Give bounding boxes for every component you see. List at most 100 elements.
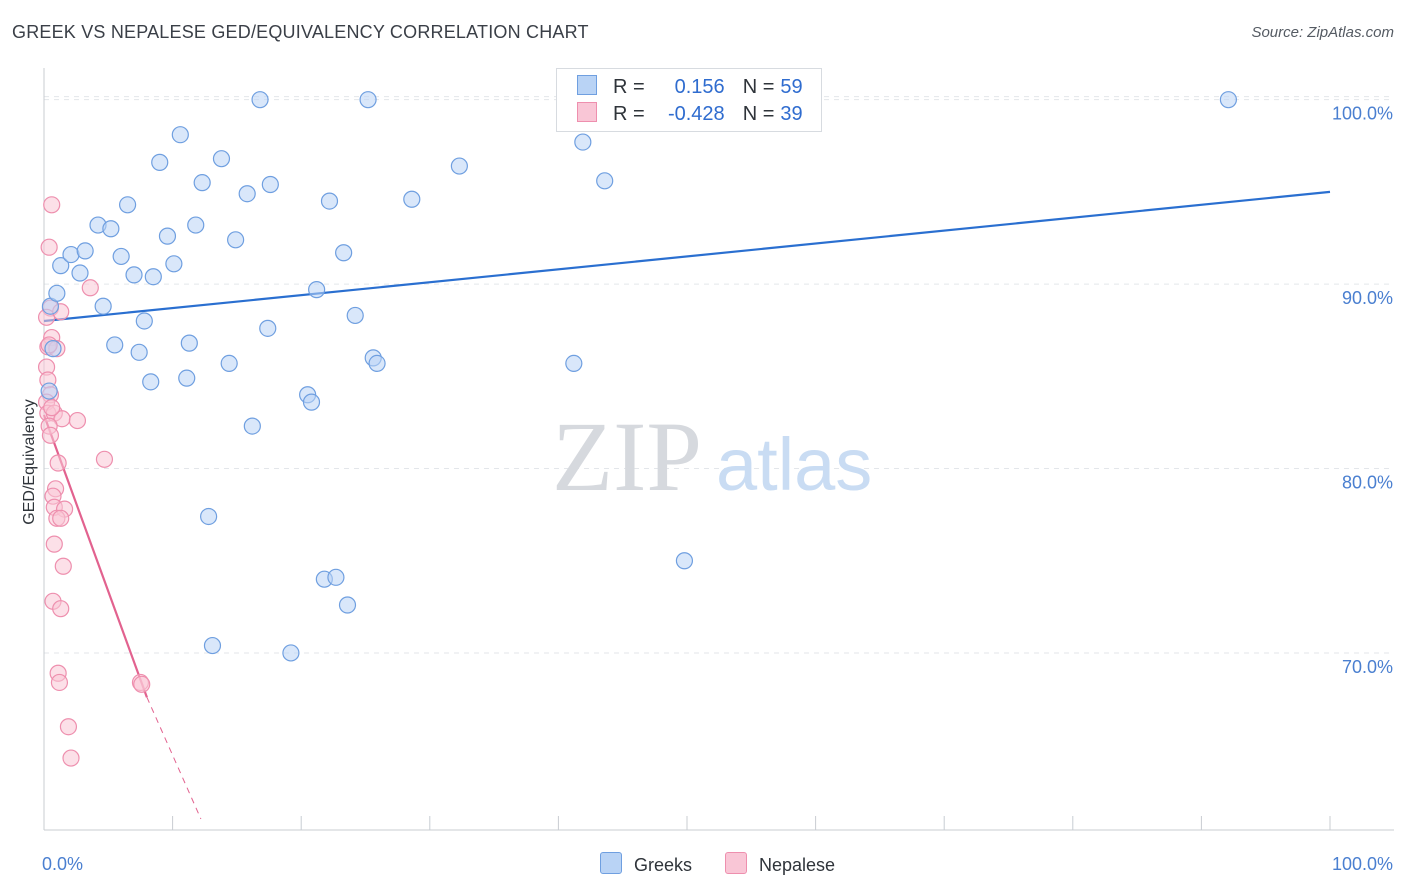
greeks-point	[346, 306, 364, 325]
greeks-point	[151, 153, 169, 171]
greeks-point	[102, 220, 120, 238]
greeks-point	[52, 257, 70, 275]
greeks-point	[44, 340, 62, 358]
greeks-point	[178, 369, 196, 387]
legend-n-value: 59	[780, 76, 803, 98]
greeks-point	[227, 231, 245, 249]
axes	[43, 68, 1394, 831]
tick-labels: 70.0% 80.0% 90.0% 100.0% 0.0% 100.0%	[42, 104, 1393, 874]
greeks-point	[112, 247, 130, 266]
greeks-point	[130, 343, 148, 361]
legend-r-label: R =	[613, 76, 645, 98]
nepalese-point	[52, 509, 70, 527]
legend-label-nepalese: Nepalese	[759, 855, 836, 875]
legend-n-label: N =	[742, 76, 775, 98]
greeks-point	[259, 319, 277, 337]
greeks-point	[368, 354, 386, 372]
greeks-point	[71, 264, 89, 282]
greeks-point	[596, 172, 614, 190]
greeks-point	[302, 393, 321, 411]
nepalese-point	[50, 673, 69, 692]
greeks-points	[40, 91, 1238, 662]
greeks-point	[1219, 91, 1238, 109]
y-tick-label: 80.0%	[1342, 473, 1393, 493]
greeks-point	[403, 190, 421, 208]
legend-n-label: N =	[742, 103, 775, 125]
nepalese-point	[54, 557, 72, 575]
greeks-point	[48, 284, 66, 302]
x-tick-label: 100.0%	[1332, 854, 1393, 874]
nepalese-point	[40, 238, 58, 256]
legend-r-value: 0.156	[674, 76, 725, 98]
greeks-point	[165, 255, 183, 273]
greeks-point	[238, 185, 256, 203]
chart-title: GREEK VS NEPALESE GED/EQUIVALENCY CORREL…	[12, 22, 589, 42]
legend-row-greeks: R = 0.156 N = 59	[577, 75, 803, 99]
source-credit: Source: ZipAtlas.com	[1251, 24, 1394, 41]
greeks-point	[675, 552, 694, 570]
greeks-point	[180, 334, 198, 352]
greeks-point	[106, 336, 124, 354]
greeks-point	[282, 644, 300, 662]
nepalese-trend-extension	[146, 697, 202, 820]
stats-legend: R = 0.156 N = 59 R = -0.428 N = 39	[556, 68, 822, 132]
y-tick-label: 70.0%	[1342, 657, 1393, 677]
greeks-point	[320, 192, 339, 210]
greeks-point	[193, 174, 211, 192]
nepalese-point	[43, 196, 61, 214]
greeks-point	[565, 354, 583, 372]
greeks-point	[243, 417, 261, 435]
legend-r-label: R =	[613, 103, 645, 125]
greeks-point	[144, 268, 162, 286]
x-tick-label: 0.0%	[42, 854, 83, 874]
greeks-point	[327, 568, 345, 586]
greeks-point	[338, 596, 357, 614]
greeks-point	[359, 91, 377, 109]
nepalese-swatch-icon	[577, 102, 597, 122]
nepalese-point	[133, 675, 151, 693]
nepalese-point	[45, 535, 63, 553]
y-tick-label: 90.0%	[1342, 288, 1393, 308]
greeks-point	[94, 297, 112, 315]
legend-r-value: -0.428	[667, 103, 725, 125]
nepalese-point	[68, 411, 87, 430]
gridlines	[44, 96, 1394, 654]
legend-row-nepalese: R = -0.428 N = 39	[577, 102, 803, 126]
greeks-point	[203, 636, 222, 655]
greeks-point	[335, 244, 353, 262]
nepalese-legend-icon	[725, 852, 747, 874]
nepalese-point	[49, 454, 67, 472]
greeks-point	[125, 266, 143, 284]
greeks-point	[187, 216, 205, 234]
greeks-point	[118, 196, 137, 214]
watermark-atlas: atlas	[716, 423, 872, 506]
legend-item-greeks[interactable]: Greeks	[600, 852, 692, 876]
greeks-point	[158, 227, 177, 245]
greeks-legend-icon	[600, 852, 622, 874]
nepalese-point	[41, 426, 60, 444]
nepalese-point	[52, 600, 70, 618]
greeks-point	[251, 91, 269, 109]
greeks-point	[171, 126, 189, 144]
greeks-point	[76, 242, 94, 260]
nepalese-points	[37, 196, 151, 767]
watermark-zip: ZIP	[552, 401, 702, 512]
y-axis-label: GED/Equivalency	[21, 399, 38, 524]
greeks-point	[200, 507, 218, 526]
y-tick-label: 100.0%	[1332, 104, 1393, 124]
greeks-trend-line	[43, 190, 1331, 323]
greeks-point	[142, 373, 160, 391]
greeks-point	[450, 157, 468, 175]
greeks-point	[212, 150, 231, 168]
legend-item-nepalese[interactable]: Nepalese	[725, 852, 835, 876]
legend-label-greeks: Greeks	[634, 855, 693, 875]
nepalese-point	[62, 749, 80, 767]
nepalese-point	[43, 399, 61, 417]
nepalese-point	[59, 718, 78, 736]
greeks-point	[220, 354, 238, 372]
greeks-point	[261, 175, 279, 194]
greeks-point	[574, 133, 592, 151]
nepalese-point	[95, 450, 114, 468]
greeks-swatch-icon	[577, 75, 597, 95]
